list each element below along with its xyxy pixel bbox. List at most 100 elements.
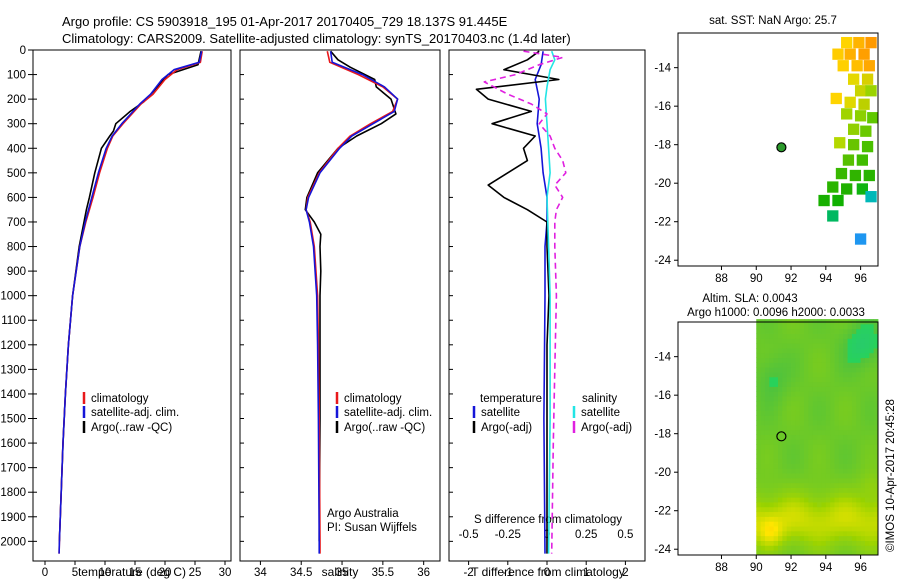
sla-cell	[864, 487, 870, 493]
sla-cell	[834, 352, 840, 359]
sla-cell	[795, 477, 801, 484]
sla-cell	[791, 535, 796, 541]
sla-cell	[769, 381, 775, 387]
sla-cell	[795, 516, 801, 522]
sla-cell	[778, 511, 783, 517]
sla-cell	[856, 439, 862, 445]
sla-cell	[799, 477, 805, 484]
sla-cell	[838, 516, 844, 522]
sla-cell	[756, 343, 762, 349]
sla-cell	[786, 410, 792, 416]
sla-cell	[834, 487, 840, 493]
sla-cell	[808, 347, 814, 354]
sla-cell	[838, 468, 844, 474]
sla-cell	[812, 367, 818, 373]
sla-cell	[773, 506, 779, 513]
sla-cell	[860, 343, 866, 349]
sla-cell	[860, 473, 866, 479]
sla-cell	[838, 444, 844, 450]
sla-cell	[869, 333, 875, 339]
sla-cell	[812, 343, 818, 349]
sla-cell	[847, 333, 853, 339]
sla-cell	[773, 463, 779, 469]
sla-cell	[838, 550, 844, 556]
sla-cell	[869, 338, 875, 344]
sla-cell	[795, 386, 801, 392]
sla-cell	[769, 540, 775, 546]
temperature-xlabel: temperature (deg C)	[78, 565, 186, 579]
sla-cell	[760, 506, 766, 513]
sla-cell	[760, 439, 766, 445]
sla-cell	[873, 492, 879, 498]
x-tick-label: 15	[129, 567, 142, 579]
sla-cell	[838, 506, 844, 513]
sla-cell	[799, 530, 805, 537]
sla-cell	[782, 415, 788, 421]
sla-cell	[769, 511, 775, 517]
sst-cell	[827, 210, 839, 222]
sla-cell	[760, 352, 766, 359]
sla-cell	[799, 352, 805, 359]
sla-cell	[847, 463, 853, 469]
sla-cell	[838, 381, 844, 387]
x-tick-label: 35.5	[372, 567, 394, 579]
sla-cell	[782, 492, 788, 498]
sla-cell	[830, 362, 835, 368]
sla-cell	[799, 458, 805, 464]
sla-cell	[760, 347, 766, 354]
sla-cell	[825, 347, 831, 354]
sla-cell	[791, 506, 796, 513]
sla-cell	[869, 550, 875, 556]
sla-cell	[825, 376, 831, 383]
sla-cell	[834, 396, 840, 402]
sla-cell	[764, 352, 770, 359]
sla-cell	[830, 343, 835, 349]
sla-cell	[873, 376, 879, 383]
sla-cell	[843, 352, 848, 359]
sla-cell	[791, 415, 796, 421]
sla-cell	[847, 511, 853, 517]
sla-cell	[825, 521, 831, 527]
sla-cell	[856, 463, 862, 469]
sla-cell	[778, 367, 783, 373]
sla-cell	[795, 338, 801, 344]
sla-cell	[786, 535, 792, 541]
sla-cell	[791, 444, 796, 450]
sla-cell	[756, 444, 762, 450]
sla-cell	[799, 439, 805, 445]
sla-cell	[825, 526, 831, 532]
lon-tick-label: 88	[715, 562, 728, 574]
sla-cell	[808, 400, 814, 407]
sla-cell	[851, 449, 857, 455]
depth-tick-label: 700	[7, 217, 26, 229]
sla-cell	[773, 352, 779, 359]
sla-cell	[825, 386, 831, 392]
sla-cell	[873, 453, 879, 460]
sla-cell	[821, 352, 827, 359]
sla-cell	[769, 502, 775, 508]
sla-cell	[804, 511, 809, 517]
sla-cell	[782, 526, 788, 532]
sla-cell	[778, 535, 783, 541]
sst-cell	[861, 140, 874, 153]
sla-cell	[808, 545, 814, 551]
sla-cell	[756, 506, 762, 513]
sla-cell	[864, 400, 870, 407]
t-x-tick-label: 1	[583, 567, 589, 579]
sla-cell	[869, 410, 875, 416]
sla-cell	[843, 463, 848, 469]
sla-cell	[782, 502, 788, 508]
sla-cell	[869, 497, 875, 503]
sla-cell	[799, 376, 805, 383]
sla-cell	[847, 497, 853, 503]
sla-cell	[773, 338, 779, 344]
sla-cell	[821, 429, 827, 436]
lat-tick-label: -24	[654, 544, 671, 556]
sla-cell	[817, 386, 822, 392]
sla-cell	[821, 506, 827, 513]
sla-cell	[799, 502, 805, 508]
sst-cell	[863, 169, 875, 182]
sla-cell	[804, 506, 809, 513]
sla-cell	[834, 372, 840, 378]
sla-cell	[808, 497, 814, 503]
